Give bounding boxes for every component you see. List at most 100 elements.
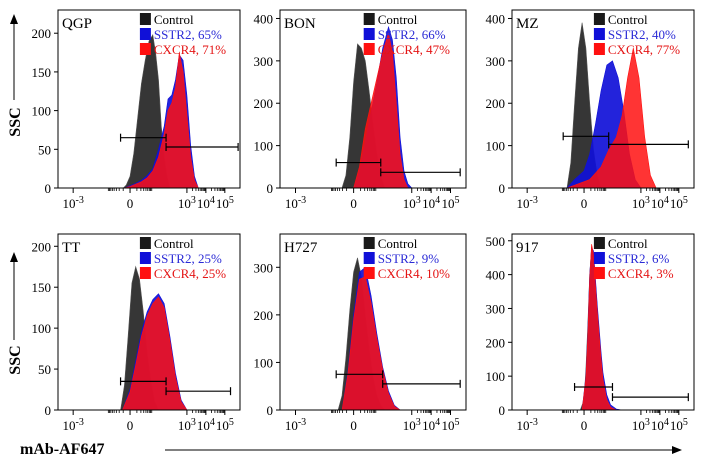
- x-axis-title: mAb-AF647: [20, 441, 104, 458]
- legend-label-sstr2: SSTR2, 66%: [378, 27, 446, 42]
- y-axis-arrowhead-top: [10, 14, 18, 24]
- legend-swatch-cxcr4: [139, 267, 151, 279]
- panel-tt: 0 50 100 150 200 10-3 0 103 104 105 TT ControlSSTR2…: [32, 233, 241, 433]
- legend-label-cxcr4: CXCR4, 71%: [154, 42, 226, 57]
- legend-swatch-cxcr4: [593, 267, 605, 279]
- legend-swatch-control: [139, 237, 151, 249]
- panel-label: BON: [284, 16, 316, 32]
- legend-label-sstr2: SSTR2, 40%: [608, 27, 676, 42]
- y-tick-label: 200: [32, 239, 52, 254]
- cxcr4-histogram: [353, 33, 409, 189]
- panel-bon: 0 100 200 300 400 10-3 0 103 104 105 BON ControlSST…: [254, 9, 467, 211]
- legend-label-control: Control: [378, 12, 418, 27]
- y-tick-label: 500: [486, 234, 506, 249]
- legend-label-sstr2: SSTR2, 6%: [608, 251, 670, 266]
- legend-swatch-control: [363, 237, 375, 249]
- x-tick-label: 0: [581, 418, 588, 433]
- legend-swatch-control: [593, 237, 605, 249]
- x-tick-label: 10-3: [285, 195, 306, 211]
- y-tick-label: 150: [32, 280, 52, 295]
- x-tick-label: 0: [350, 418, 357, 433]
- y-axis-arrowhead-bottom: [10, 252, 18, 262]
- x-tick-label: 105: [216, 417, 234, 433]
- x-tick-label: 10-3: [62, 195, 83, 211]
- legend-label-cxcr4: CXCR4, 25%: [154, 266, 226, 281]
- x-tick-label: 103: [632, 417, 650, 433]
- panel-h727: 0 100 200 300 10-3 0 103 104 105 H727 ControlSSTR2…: [254, 233, 467, 433]
- legend-label-cxcr4: CXCR4, 47%: [378, 42, 450, 57]
- y-tick-label: 200: [254, 308, 274, 323]
- y-tick-label: 300: [254, 260, 274, 275]
- y-tick-label: 300: [254, 54, 274, 69]
- panel-mz: 0 100 200 300 400 10-3 0 103 104 105 MZ ControlSSTR…: [486, 9, 695, 211]
- legend-swatch-cxcr4: [593, 43, 605, 55]
- x-tick-label: 105: [670, 195, 688, 211]
- x-tick-label: 0: [127, 418, 134, 433]
- y-tick-label: 100: [32, 104, 52, 119]
- panel-label: TT: [62, 240, 80, 256]
- y-tick-label: 0: [499, 403, 506, 418]
- x-tick-label: 105: [216, 195, 234, 211]
- legend-label-control: Control: [378, 236, 418, 251]
- y-tick-label: 200: [486, 335, 506, 350]
- y-tick-label: 200: [486, 96, 506, 111]
- y-tick-label: 400: [254, 11, 274, 26]
- y-tick-label: 200: [32, 26, 52, 41]
- y-tick-label: 100: [486, 139, 506, 154]
- cxcr4-histogram: [341, 276, 402, 411]
- panel-917: 0 100 200 300 400 500 10-3 0 103 104 105 917 Control…: [486, 233, 695, 433]
- x-tick-label: 104: [422, 417, 440, 433]
- legend-label-control: Control: [154, 12, 194, 27]
- legend-label-sstr2: SSTR2, 25%: [154, 251, 222, 266]
- cxcr4-histogram: [581, 244, 617, 411]
- legend-label-cxcr4: CXCR4, 10%: [378, 266, 450, 281]
- y-tick-label: 100: [32, 321, 52, 336]
- legend-label-control: Control: [154, 236, 194, 251]
- legend-label-sstr2: SSTR2, 9%: [378, 251, 440, 266]
- legend-swatch-cxcr4: [139, 43, 151, 55]
- panel-label: QGP: [62, 16, 92, 32]
- x-tick-label: 103: [403, 417, 421, 433]
- legend-label-cxcr4: CXCR4, 3%: [608, 266, 674, 281]
- x-tick-label: 0: [581, 196, 588, 211]
- legend-swatch-sstr2: [363, 252, 375, 264]
- y-tick-label: 100: [254, 139, 274, 154]
- y-tick-label: 50: [38, 142, 51, 157]
- x-tick-label: 105: [442, 417, 460, 433]
- legend-swatch-sstr2: [139, 28, 151, 40]
- legend-swatch-control: [139, 13, 151, 25]
- legend-swatch-sstr2: [139, 252, 151, 264]
- x-tick-label: 0: [350, 196, 357, 211]
- legend-label-cxcr4: CXCR4, 77%: [608, 42, 680, 57]
- y-tick-label: 400: [486, 11, 506, 26]
- legend-swatch-sstr2: [593, 28, 605, 40]
- legend-swatch-cxcr4: [363, 43, 375, 55]
- x-tick-label: 105: [442, 195, 460, 211]
- legend-label-control: Control: [608, 12, 648, 27]
- legend-label-sstr2: SSTR2, 65%: [154, 27, 222, 42]
- legend-label-control: Control: [608, 236, 648, 251]
- y-tick-label: 0: [267, 181, 274, 196]
- cxcr4-histogram: [566, 48, 657, 189]
- legend-swatch-cxcr4: [363, 267, 375, 279]
- x-tick-label: 0: [127, 196, 134, 211]
- x-tick-label: 103: [178, 195, 196, 211]
- y-tick-label: 200: [254, 96, 274, 111]
- x-tick-label: 104: [197, 417, 215, 433]
- legend-swatch-sstr2: [363, 28, 375, 40]
- x-tick-label: 103: [403, 195, 421, 211]
- y-tick-label: 0: [45, 403, 52, 418]
- y-axis-title-bottom: SSC: [7, 345, 24, 374]
- panel-label: MZ: [516, 16, 539, 32]
- y-tick-label: 50: [38, 362, 51, 377]
- y-tick-label: 0: [267, 403, 274, 418]
- legend-swatch-control: [363, 13, 375, 25]
- y-tick-label: 300: [486, 301, 506, 316]
- y-tick-label: 150: [32, 65, 52, 80]
- x-tick-label: 104: [651, 195, 669, 211]
- legend-swatch-sstr2: [593, 252, 605, 264]
- x-tick-label: 103: [178, 417, 196, 433]
- x-tick-label: 104: [651, 417, 669, 433]
